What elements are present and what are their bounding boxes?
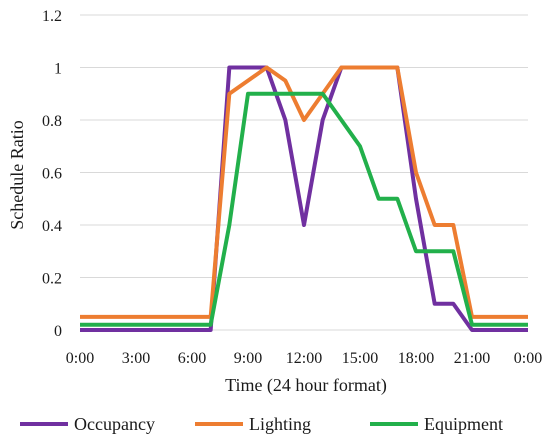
y-tick-label: 0.8 bbox=[42, 113, 62, 130]
y-tick-label: 0.4 bbox=[42, 218, 62, 235]
x-tick-label: 18:00 bbox=[398, 350, 434, 367]
legend-label-lighting: Lighting bbox=[249, 414, 311, 434]
legend: Occupancy Lighting Equipment bbox=[20, 414, 503, 434]
x-axis-label: Time (24 hour format) bbox=[225, 375, 387, 396]
y-axis-label: Schedule Ratio bbox=[7, 120, 27, 229]
y-tick-label: 1 bbox=[54, 61, 62, 78]
x-tick-label: 9:00 bbox=[234, 350, 262, 367]
y-tick-label: 1.2 bbox=[42, 8, 62, 25]
x-tick-label: 0:00 bbox=[514, 350, 542, 367]
x-tick-label: 0:00 bbox=[66, 350, 94, 367]
y-tick-label: 0.6 bbox=[42, 166, 62, 183]
x-tick-label: 21:00 bbox=[454, 350, 490, 367]
series-line-lighting bbox=[80, 65, 528, 319]
legend-label-equipment: Equipment bbox=[424, 414, 503, 434]
series-line-occupancy bbox=[80, 65, 528, 332]
x-tick-label: 6:00 bbox=[178, 350, 206, 367]
x-tick-label: 3:00 bbox=[122, 350, 150, 367]
y-tick-label: 0.2 bbox=[42, 271, 62, 288]
x-tick-label: 15:00 bbox=[342, 350, 378, 367]
x-axis-ticks: 0:00 3:00 6:00 9:00 12:00 15:00 18:00 21:00 0:00 bbox=[66, 350, 542, 367]
y-tick-label: 0 bbox=[54, 323, 62, 340]
series-line-equipment bbox=[80, 91, 528, 327]
series-lines bbox=[80, 65, 528, 332]
x-tick-label: 12:00 bbox=[286, 350, 322, 367]
legend-label-occupancy: Occupancy bbox=[74, 414, 155, 434]
y-axis-ticks: 0 0.2 0.4 0.6 0.8 1 1.2 bbox=[42, 8, 62, 340]
